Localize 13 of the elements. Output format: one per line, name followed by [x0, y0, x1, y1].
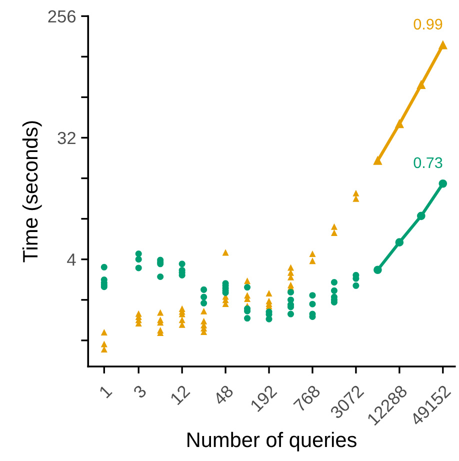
- x-tick-label: 3: [132, 384, 148, 399]
- x-tick-label: 1: [98, 384, 112, 398]
- annotation: 0.73: [414, 157, 442, 168]
- y-tick-label: 4: [67, 254, 76, 266]
- x-tick-label: 768: [292, 384, 321, 412]
- annotation: 0.99: [414, 18, 442, 30]
- x-tick-label: 12: [170, 384, 190, 406]
- y-tick-label: 256: [48, 10, 76, 23]
- y-tick-label: 32: [58, 132, 76, 144]
- x-tick-label: 192: [250, 384, 278, 412]
- x-tick-label: 48: [212, 384, 234, 406]
- x-axis-title: Number of queries: [188, 432, 356, 452]
- y-axis-title: Time (seconds): [22, 121, 42, 262]
